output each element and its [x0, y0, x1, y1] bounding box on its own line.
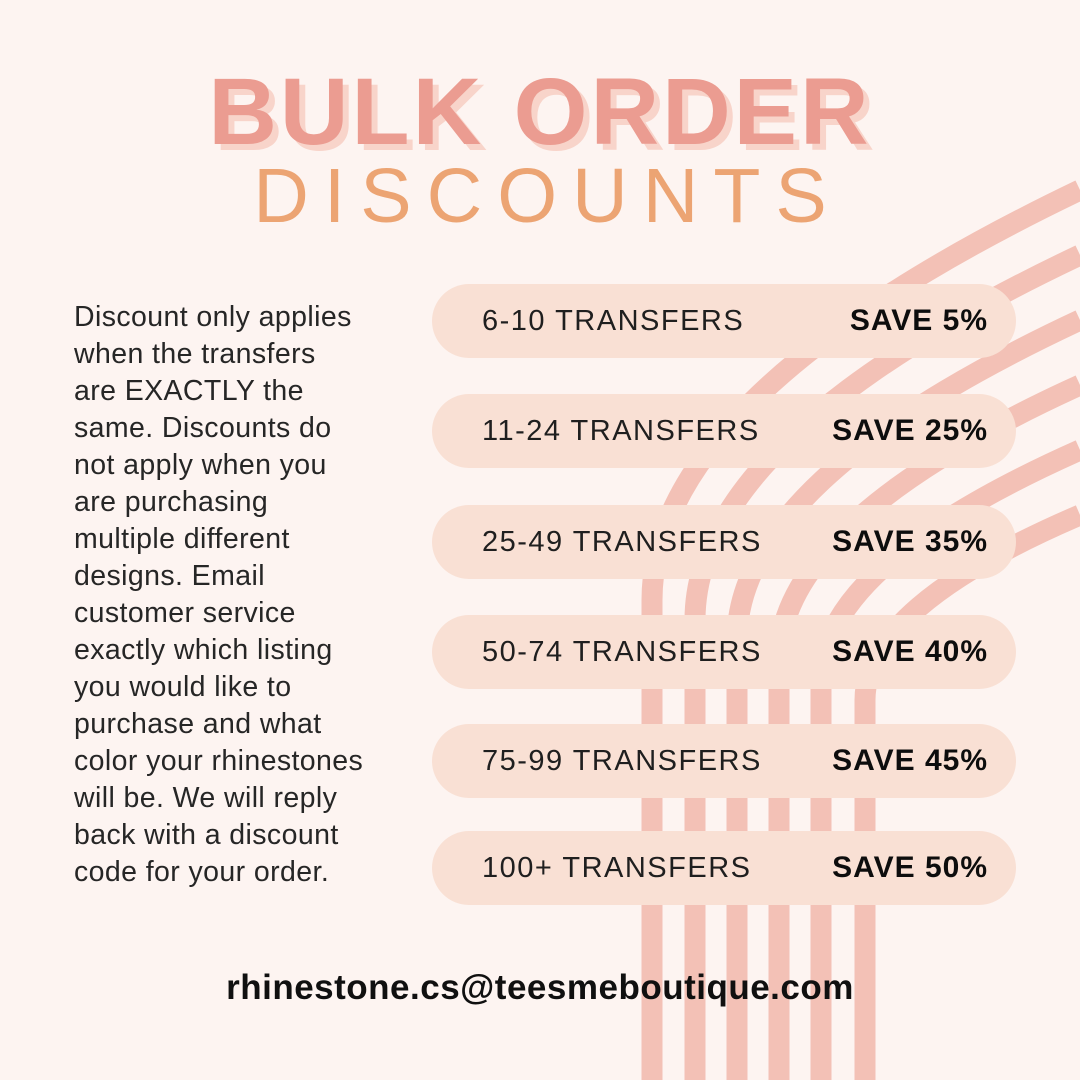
tier-row-50-74: 50-74 TRANSFERS SAVE 40% [432, 615, 1016, 689]
tier-save-label: SAVE 50% [832, 851, 988, 884]
tier-row-25-49: 25-49 TRANSFERS SAVE 35% [432, 505, 1016, 579]
tier-range-label: 25-49 TRANSFERS [482, 525, 762, 558]
tier-save-label: SAVE 45% [832, 744, 988, 777]
tier-row-6-10: 6-10 TRANSFERS SAVE 5% [432, 284, 1016, 358]
discount-policy-text: Discount only applies when the transfers… [74, 301, 364, 888]
tier-row-11-24: 11-24 TRANSFERS SAVE 25% [432, 394, 1016, 468]
page-title: BULK ORDER [208, 59, 872, 165]
page-subtitle: DISCOUNTS [253, 153, 842, 239]
contact-email: rhinestone.cs@teesmeboutique.com [226, 968, 854, 1007]
tier-row-75-99: 75-99 TRANSFERS SAVE 45% [432, 724, 1016, 798]
tier-save-label: SAVE 35% [832, 525, 988, 558]
tier-row-100-plus: 100+ TRANSFERS SAVE 50% [432, 831, 1016, 905]
tier-save-label: SAVE 40% [832, 635, 988, 668]
tier-range-label: 11-24 TRANSFERS [482, 414, 760, 447]
tier-save-label: SAVE 5% [849, 304, 988, 337]
tier-range-label: 100+ TRANSFERS [482, 851, 752, 884]
tier-range-label: 50-74 TRANSFERS [482, 635, 762, 668]
tier-range-label: 6-10 TRANSFERS [482, 304, 745, 337]
stripe-arc [726, 310, 1080, 1080]
tier-range-label: 75-99 TRANSFERS [482, 744, 762, 777]
tier-save-label: SAVE 25% [832, 414, 988, 447]
